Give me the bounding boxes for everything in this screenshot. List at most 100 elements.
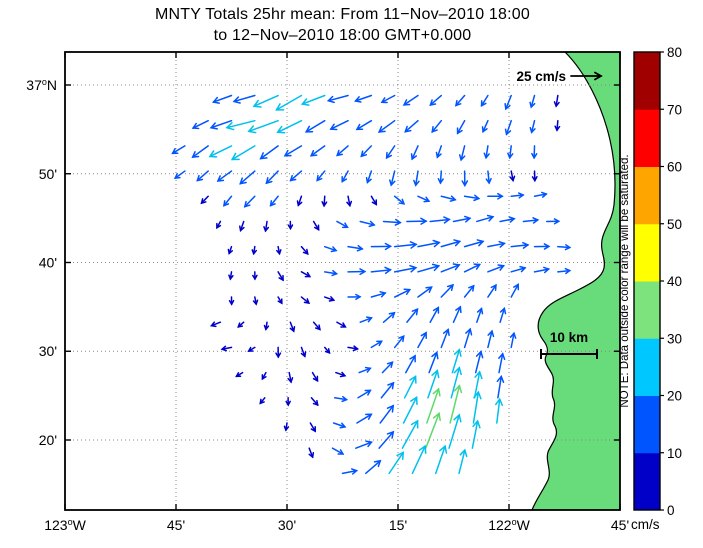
current-vector [247, 119, 279, 134]
vector-head [429, 99, 437, 106]
vector-head [212, 96, 221, 104]
vector-shaft [496, 398, 501, 424]
current-vector [300, 296, 311, 305]
vector-shaft [331, 447, 344, 455]
vector-shaft [244, 195, 256, 208]
current-vector [388, 451, 405, 475]
vector-shaft [300, 346, 306, 358]
current-vector [276, 245, 282, 256]
vector-shaft [379, 404, 394, 424]
vector-head [364, 389, 372, 396]
current-vector [336, 321, 347, 328]
current-vector [360, 145, 373, 158]
vector-head [431, 126, 438, 134]
vector-shaft [311, 371, 319, 382]
current-vector [403, 375, 417, 399]
vector-shaft [404, 119, 419, 133]
vector-shaft [336, 145, 349, 157]
current-vector [498, 352, 506, 374]
vector-head [196, 174, 204, 182]
vector-shaft [533, 268, 550, 273]
current-vector [454, 94, 466, 107]
current-vector [401, 419, 419, 449]
vector-shaft [323, 271, 338, 275]
vector-shaft [417, 241, 440, 248]
vector-head [413, 179, 420, 187]
vector-head [458, 154, 466, 162]
current-vector [393, 241, 418, 249]
vector-shaft [487, 170, 490, 184]
vector-head [507, 152, 514, 160]
current-vector [463, 239, 485, 248]
current-vector [458, 448, 468, 475]
vector-head [275, 352, 282, 359]
x-tick-label: 122oW [488, 517, 530, 533]
current-vector [529, 119, 536, 134]
vector-shaft [341, 170, 349, 183]
current-vector [533, 191, 548, 198]
vector-head [261, 374, 267, 381]
current-vector [235, 371, 244, 378]
vector-shaft [393, 266, 417, 273]
vector-shaft [336, 321, 347, 328]
vector-head [420, 331, 427, 339]
vector-shaft [310, 145, 326, 157]
vector-shaft [231, 145, 256, 161]
current-vector [487, 329, 495, 349]
current-vector [323, 296, 336, 302]
current-vector [510, 192, 525, 199]
vector-head [277, 298, 283, 305]
vector-shaft [487, 242, 506, 248]
current-vector [227, 245, 233, 255]
annotations-layer: 25 cm/s 10 km [516, 69, 603, 359]
vector-shaft [217, 170, 233, 182]
current-vector [173, 170, 186, 180]
vector-shaft [499, 217, 516, 223]
vector-head [432, 387, 441, 397]
current-vector [440, 283, 455, 298]
vector-shaft [510, 244, 529, 248]
vector-head [368, 220, 376, 228]
current-vector [287, 371, 294, 384]
vector-head [276, 249, 282, 256]
current-vector [425, 412, 441, 449]
current-vector [533, 243, 551, 250]
vector-shaft [275, 94, 303, 111]
current-vector [216, 220, 222, 230]
current-vector [417, 286, 433, 298]
vector-head [296, 200, 303, 207]
vector-shaft [253, 94, 279, 107]
vector-head [341, 395, 349, 403]
vector-head [446, 283, 455, 292]
vector-head [454, 99, 462, 107]
vector-shaft [370, 292, 386, 298]
vector-shaft [402, 396, 418, 424]
current-vector [265, 170, 279, 185]
current-vector [300, 271, 312, 278]
vector-shaft [427, 369, 439, 399]
vector-shaft [171, 145, 186, 155]
vector-head [473, 390, 482, 400]
current-vector [355, 119, 373, 131]
vector-head [385, 151, 393, 160]
vector-head [223, 200, 230, 207]
current-vector [440, 328, 450, 349]
vector-shaft [347, 346, 359, 350]
coastline-land [531, 52, 620, 510]
current-vector [252, 271, 258, 281]
vector-shaft [436, 145, 443, 158]
current-vector [487, 240, 506, 248]
vector-head [354, 96, 362, 103]
vector-head [312, 399, 319, 407]
current-vector [356, 413, 373, 424]
vector-head [351, 468, 359, 475]
vector-head [386, 404, 395, 413]
vector-shaft [401, 420, 419, 449]
vector-shaft [499, 307, 506, 323]
current-vector [296, 195, 303, 207]
colorbar-band [634, 223, 660, 282]
current-vector [259, 397, 266, 405]
vector-head [276, 125, 286, 134]
